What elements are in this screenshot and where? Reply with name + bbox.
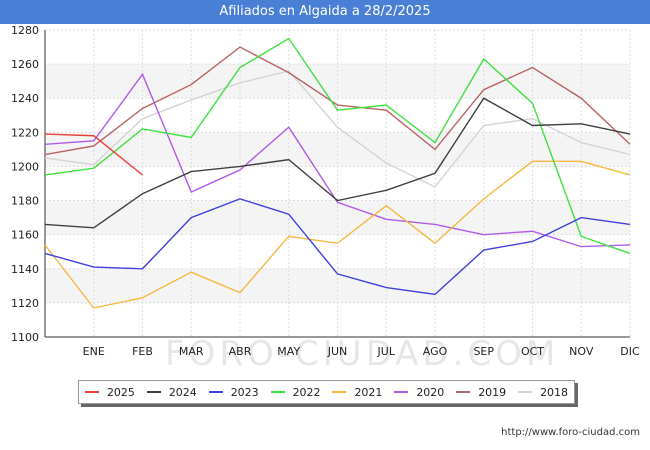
series-line-2018 — [44, 70, 631, 188]
series-line-2024 — [44, 97, 631, 229]
y-tick-label: 1220 — [11, 126, 39, 139]
legend-label: 2023 — [230, 385, 259, 399]
y-tick-label: 1120 — [11, 297, 39, 310]
legend-item-2022: 2022 — [270, 385, 321, 399]
y-tick-label: 1140 — [11, 263, 39, 276]
legend-swatch — [518, 391, 533, 393]
axes — [44, 30, 630, 338]
legend-swatch — [208, 391, 223, 393]
series-line-2020 — [44, 72, 631, 248]
legend-label: 2018 — [540, 385, 569, 399]
y-tick-label: 1240 — [11, 92, 39, 105]
band — [45, 64, 630, 99]
y-tick-label: 1180 — [11, 195, 39, 208]
legend-item-2018: 2018 — [518, 386, 568, 399]
legend-swatch — [270, 391, 285, 393]
y-tick-label: 1260 — [11, 58, 39, 71]
legend-label: 2022 — [292, 385, 321, 399]
watermark: FORO-CIUDAD.COM — [165, 334, 559, 374]
y-tick-label: 1100 — [11, 331, 39, 344]
legend-label: 2024 — [168, 385, 197, 399]
series-line-2019 — [44, 46, 631, 156]
legend-swatch — [146, 391, 161, 393]
legend-swatch — [394, 391, 409, 393]
x-tick-labels: ENE FEB MAR ABR MAY JUN JUL AGO SEP OCT NOV DIC — [83, 345, 640, 358]
x-tick-label: AGO — [423, 345, 448, 358]
series-line-2023 — [44, 198, 631, 296]
legend: 2025 2024 2023 2022 2021 2020 2019 2018 — [78, 380, 575, 404]
x-tick-label: ABR — [229, 345, 252, 358]
band — [45, 200, 630, 235]
legend-item-2025: 2025 — [84, 385, 135, 399]
series-line-2021 — [44, 160, 631, 309]
x-tick-label: OCT — [521, 345, 544, 358]
legend-item-2019: 2019 — [456, 386, 506, 399]
x-tick-label: JUN — [327, 345, 348, 358]
source-url: http://www.foro-ciudad.com — [501, 427, 640, 438]
y-tick-label: 1280 — [11, 24, 39, 37]
x-tick-label: NOV — [569, 345, 594, 358]
legend-swatch — [332, 391, 347, 393]
series-line-2025 — [44, 133, 143, 176]
x-tick-label: MAY — [277, 345, 300, 358]
x-tick-label: JUL — [377, 345, 396, 358]
x-tick-label: MAR — [179, 345, 204, 358]
legend-label: 2020 — [416, 385, 445, 399]
y-tick-label: 1200 — [11, 160, 39, 173]
legend-item-2023: 2023 — [208, 385, 259, 399]
x-tick-label: FEB — [132, 345, 153, 358]
y-tick-labels: 1100 1120 1140 1160 1180 1200 1220 1240 1260 1280 — [11, 24, 39, 344]
x-tick-label: SEP — [473, 345, 494, 358]
legend-item-2024: 2024 — [146, 385, 197, 399]
legend-item-2020: 2020 — [394, 386, 444, 399]
series-lines — [44, 37, 631, 309]
legend-label: 2021 — [354, 385, 383, 399]
x-tick-label: DIC — [620, 345, 640, 358]
series-line-2022 — [44, 37, 631, 255]
legend-swatch — [84, 391, 99, 393]
legend-label: 2025 — [106, 385, 135, 399]
y-tick-label: 1160 — [11, 229, 39, 242]
legend-item-2021: 2021 — [332, 386, 382, 399]
legend-swatch — [456, 391, 471, 393]
legend-label: 2019 — [478, 385, 507, 399]
x-tick-label: ENE — [83, 345, 105, 358]
chart-title: Afiliados en Algaida a 28/2/2025 — [0, 0, 650, 24]
